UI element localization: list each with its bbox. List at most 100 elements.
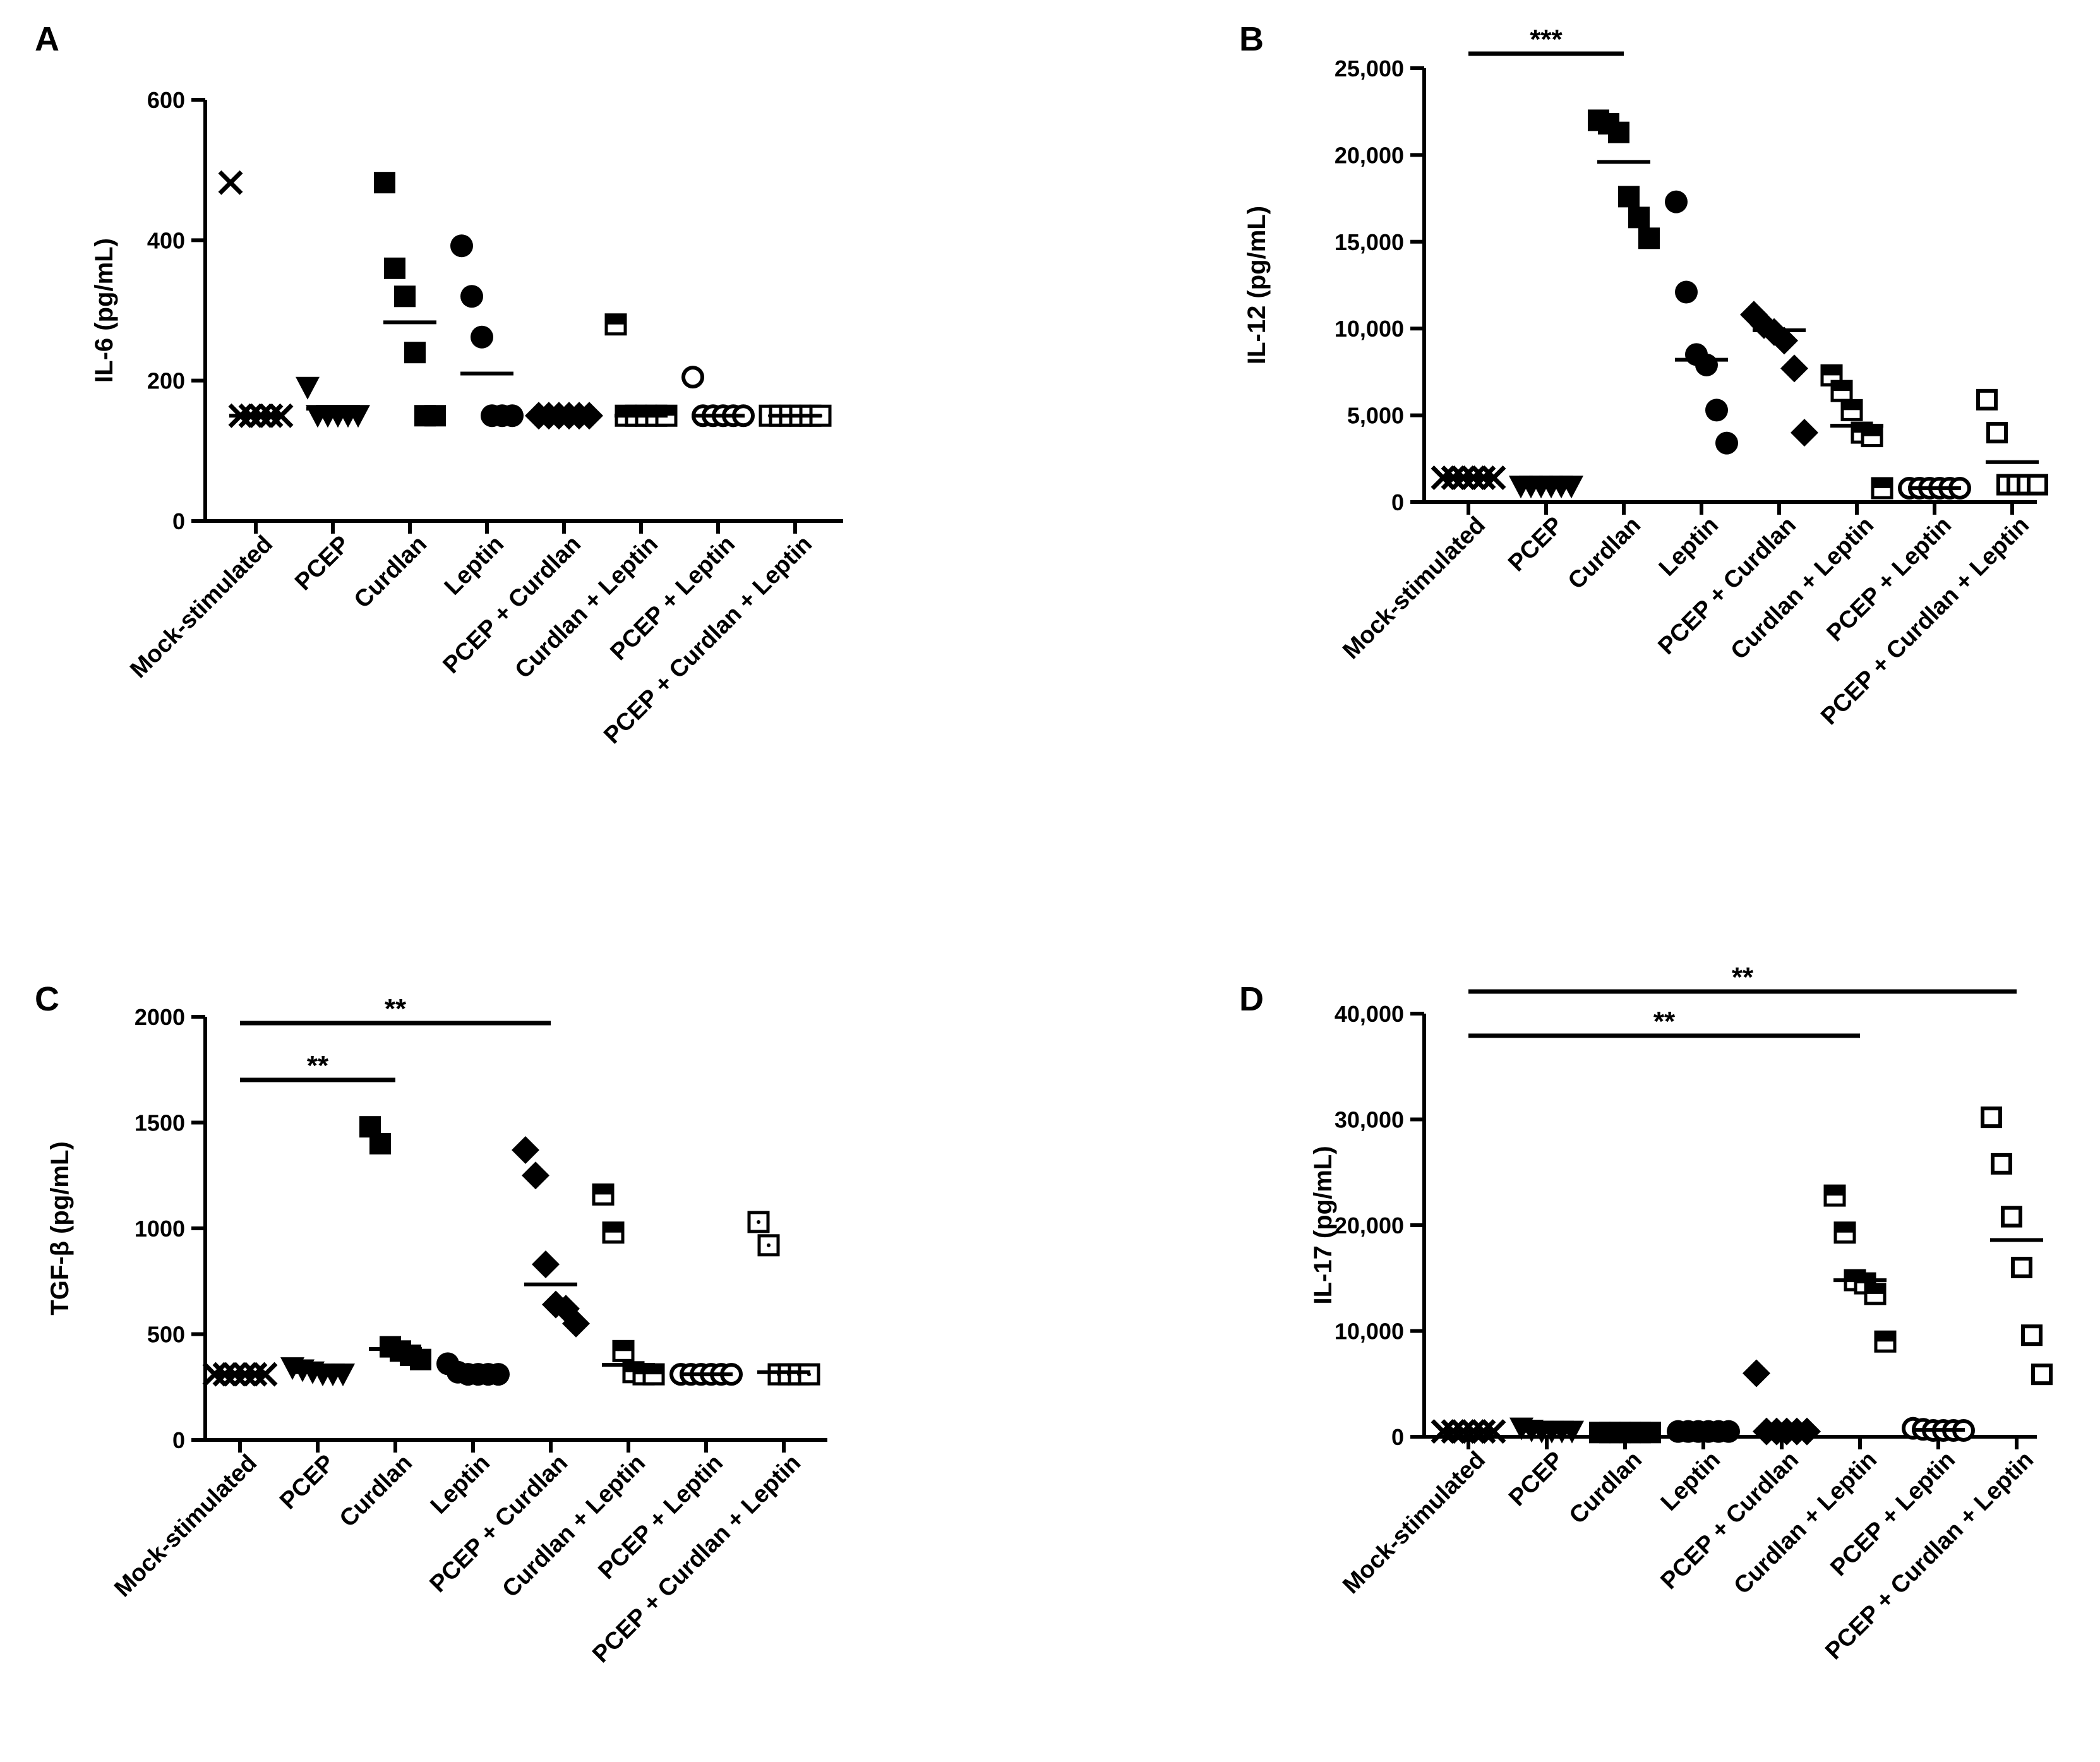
panel-a-data-point (296, 376, 320, 400)
panel-a-category-label: PCEP (290, 530, 355, 596)
panel-d-data-point (2011, 1257, 2032, 1278)
panel-c-data-point (522, 1161, 549, 1190)
panel-d-data-point (2021, 1324, 2043, 1346)
panel-c-data-point (562, 1309, 590, 1338)
panel-d-data-point (1981, 1106, 2002, 1129)
panel-d-y-tick-label: 10,000 (1335, 1319, 1404, 1345)
panel-b-data-point (1770, 327, 1798, 355)
panel-d-significance-label: ** (1732, 962, 1754, 993)
panel-b-y-tick-label: 10,000 (1335, 316, 1404, 342)
panel-a-letter: A (35, 20, 59, 58)
panel-d-data-point (1833, 1221, 1856, 1244)
panel-c-data-point (757, 1234, 780, 1257)
panel-a-data-point (681, 366, 704, 389)
panel-a-data-point (404, 342, 426, 364)
panel-a-data-point (424, 405, 446, 427)
panel-a-category-label: Mock-stimulated (125, 530, 278, 683)
panel-b-data-point (1695, 353, 1718, 376)
panel-a-data-point (471, 325, 493, 349)
panel-b-data-point (1986, 422, 2008, 444)
panel-c-data-point (612, 1339, 635, 1362)
panel-b-y-axis-title: IL-12 (pg/mL) (1243, 206, 1271, 364)
panel-c-category-label: Mock-stimulated (109, 1449, 262, 1602)
panel-a-data-point (501, 404, 524, 428)
panel-b-y-tick-label: 0 (1391, 489, 1404, 515)
panel-b-data-point (2027, 474, 2048, 496)
panel-c-data-point (532, 1250, 560, 1278)
panel-b-category-label: PCEP + Curdlan (1653, 512, 1802, 660)
panel-d-category-label: PCEP + Curdlan (1656, 1446, 1804, 1595)
panel-c-data-point (747, 1211, 770, 1233)
panel-b-category-label: Curdlan + Leptin (1726, 512, 1879, 664)
panel-c-data-point (512, 1136, 539, 1165)
panel-d-letter: D (1239, 980, 1264, 1018)
panel-c-data-point (369, 1133, 391, 1154)
panel-b-y-tick-label: 20,000 (1335, 142, 1404, 168)
panel-d-data-point (1874, 1330, 1897, 1353)
panel-d-y-axis-title: IL-17 (pg/mL) (1309, 1146, 1337, 1304)
panel-a-data-point (218, 170, 243, 195)
panel-b-category-label: Leptin (1654, 512, 1724, 581)
panel-c-y-tick-label: 1000 (135, 1216, 185, 1242)
panel-d-category-label: Leptin (1656, 1446, 1725, 1516)
panel-a-category-label: Curdlan (349, 530, 432, 613)
panel-c-category-label: Curdlan (335, 1449, 417, 1532)
panel-c: C 0 500 1000 1500 2000 TGF-β (pg/mL) Mock-stimu… (35, 980, 827, 1668)
panel-c-y-tick-label: 500 (147, 1322, 185, 1348)
panel-b-data-point (1780, 354, 1808, 383)
panel-c-y-axis-title: TGF-β (pg/mL) (46, 1141, 74, 1315)
panel-c-category-label: Curdlan + Leptin (498, 1449, 651, 1602)
panel-c-category-label: PCEP (275, 1449, 340, 1514)
panel-c-significance-label: ** (307, 1050, 329, 1081)
panel-a-category-label: Leptin (440, 530, 509, 600)
panel-b: B 0 5,000 10,000 15,000 20,000 25,000 IL-12 (pg… (1239, 20, 2048, 730)
panel-a-category-label: PCEP + Curdlan (438, 530, 587, 679)
panel-c-y-tick-label: 1500 (135, 1110, 185, 1136)
panel-b-data-point (1618, 186, 1640, 208)
panel-d-data-point (1864, 1283, 1887, 1305)
panel-a-y-tick-label: 0 (172, 508, 185, 534)
panel-b-category-label: Mock-stimulated (1338, 512, 1491, 664)
panel-c-data-point (592, 1183, 615, 1206)
panel-b-y-tick-label: 5,000 (1347, 403, 1404, 429)
panel-d-data-point (1823, 1184, 1846, 1207)
panel-b-category-label: Curdlan (1563, 512, 1646, 594)
panel-c-category-label: Leptin (426, 1449, 495, 1519)
panel-d-data-point (2031, 1363, 2053, 1386)
panel-a-y-tick-label: 400 (147, 227, 185, 253)
panel-d: D 0 10,000 20,000 30,000 40,000 IL-17 (pg/mL) M… (1239, 962, 2053, 1665)
panel-d-category-label: Curdlan + Leptin (1729, 1446, 1882, 1599)
panel-c-letter: C (35, 980, 59, 1018)
panel-a-y-tick-label: 200 (147, 368, 185, 394)
panel-b-data-point (1675, 280, 1698, 304)
panel-b-data-point (1715, 431, 1738, 455)
panel-a-data-point (394, 285, 416, 308)
panel-b-y-tick-label: 15,000 (1335, 229, 1404, 255)
panel-a-y-tick-label: 600 (147, 87, 185, 113)
panel-b-data-point (1840, 399, 1863, 421)
panel-c-data-point (798, 1363, 820, 1386)
panel-c-y-tick-label: 2000 (135, 1004, 185, 1030)
panel-a-category-label: Curdlan + Leptin (510, 530, 663, 683)
panel-a-y-axis-title: IL-6 (pg/mL) (90, 238, 118, 383)
panel-b-data-point (1665, 190, 1688, 213)
panel-c-data-point (487, 1363, 510, 1386)
panel-c-y-tick-label: 0 (172, 1427, 185, 1453)
panel-d-significance-label: ** (1653, 1006, 1676, 1037)
panel-b-data-point (1791, 419, 1818, 447)
panel-d-category-label: Curdlan (1564, 1446, 1647, 1529)
panel-b-data-point (1638, 227, 1660, 249)
panel-b-y-tick-label: 25,000 (1335, 56, 1404, 81)
panel-d-y-tick-label: 40,000 (1335, 1001, 1404, 1027)
panel-a-data-point (374, 172, 395, 194)
panel-b-data-point (1608, 121, 1629, 143)
panel-d-y-tick-label: 20,000 (1335, 1213, 1404, 1238)
panel-c-category-label: PCEP + Curdlan (425, 1449, 573, 1598)
panel-d-category-label: Mock-stimulated (1338, 1446, 1491, 1599)
panel-a-data-point (460, 285, 483, 308)
panel-c-data-point (602, 1221, 625, 1244)
panel-b-letter: B (1239, 20, 1264, 58)
panel-d-data-point (1991, 1153, 2012, 1175)
